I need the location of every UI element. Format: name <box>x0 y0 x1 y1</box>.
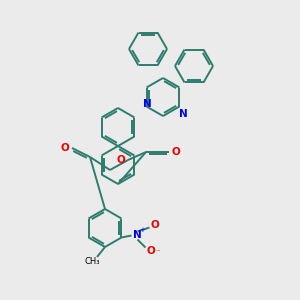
Text: N: N <box>178 109 188 119</box>
Text: N: N <box>142 99 152 109</box>
Text: O: O <box>61 143 69 153</box>
Text: O: O <box>117 155 125 165</box>
Text: CH₃: CH₃ <box>84 257 100 266</box>
Text: O: O <box>172 147 180 157</box>
Text: +: + <box>140 227 146 233</box>
Text: O: O <box>146 245 155 256</box>
Text: ⁻: ⁻ <box>155 248 160 257</box>
Text: N: N <box>133 230 142 241</box>
Text: O: O <box>150 220 159 230</box>
